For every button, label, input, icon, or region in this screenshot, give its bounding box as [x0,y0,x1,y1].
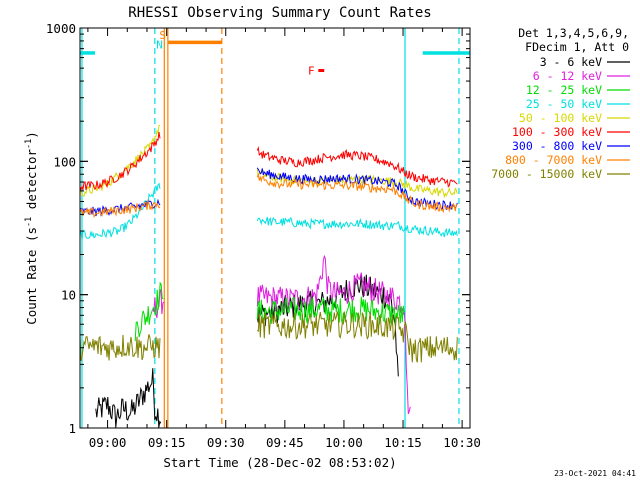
y-axis-label-main: Count Rate (s [24,227,39,325]
footer-timestamp: 23-Oct-2021 04:41 [554,469,636,478]
series-line-7-segment-0 [79,199,161,219]
x-tick-label-3: 09:45 [266,435,304,450]
legend-header-line-1: Det 1,3,4,5,6,9, [518,26,629,40]
legend: Det 1,3,4,5,6,9, FDecim 1, Att 0 3 - 6 k… [491,26,630,181]
series-line-7-segment-1 [256,173,458,214]
series-line-6-segment-1 [256,167,458,211]
plot-frame [79,27,471,429]
legend-entry-label-0: 3 - 6 keV [540,55,602,69]
series-line-5-segment-1 [256,145,458,188]
y-axis-label: Count Rate (s-1 detector-1) [24,131,39,325]
y-tick-label-0: 1 [68,421,76,436]
legend-header-line-2: FDecim 1, Att 0 [525,40,629,54]
y-tick-label-1: 10 [61,288,76,303]
legend-entry-label-6: 300 - 800 keV [512,139,602,153]
marker-label-5: N [156,39,163,52]
marker-label-4: S [159,29,166,42]
chart-title: RHESSI Observing Summary Count Rates [128,5,431,21]
legend-entry-label-1: 6 - 12 keV [533,69,602,83]
x-tick-label-5: 10:15 [384,435,422,450]
y-axis: 1 10 100 1000 [46,21,470,436]
series-line-3-segment-1 [256,216,458,238]
series-line-4-segment-0 [79,124,161,198]
legend-entry-label-5: 100 - 300 keV [512,125,602,139]
x-tick-label-2: 09:30 [207,435,245,450]
x-axis: 09:00 09:15 09:30 09:45 10:00 10:15 10:30 [87,28,481,450]
series-line-2-segment-1 [256,296,405,325]
y-axis-label-sup1: -1 [24,217,34,227]
series-layer [79,124,458,428]
y-axis-label-mid: detector [24,149,39,217]
series-line-8-segment-1 [256,311,458,363]
x-tick-label-0: 09:00 [89,435,127,450]
x-tick-label-1: 09:15 [148,435,186,450]
legend-entry-label-3: 25 - 50 keV [526,97,602,111]
x-tick-label-6: 10:30 [443,435,481,450]
series-line-1-segment-1 [256,254,411,415]
y-tick-label-3: 1000 [46,21,76,36]
plot-area [81,28,460,428]
y-tick-label-2: 100 [53,154,76,169]
annotation-layer: F SN [80,29,470,78]
series-line-2-segment-0 [134,281,164,342]
legend-entry-label-7: 800 - 7000 keV [505,153,602,167]
series-line-4-segment-1 [256,168,458,199]
legend-entry-label-2: 12 - 25 keV [526,83,602,97]
series-line-8-segment-0 [79,334,161,362]
y-axis-label-sup2: -1 [24,139,34,149]
y-axis-label-end: ) [24,131,39,139]
legend-entry-label-4: 50 - 100 keV [519,111,602,125]
series-line-0-segment-0 [95,368,162,428]
x-tick-label-4: 10:00 [325,435,363,450]
series-line-5-segment-0 [79,132,161,192]
legend-entry-label-8: 7000 - 15000 keV [491,167,602,181]
flare_bar-label-3: F [308,65,315,78]
x-axis-label: Start Time (28-Dec-02 08:53:02) [163,455,396,470]
series-line-3-segment-0 [79,182,161,240]
